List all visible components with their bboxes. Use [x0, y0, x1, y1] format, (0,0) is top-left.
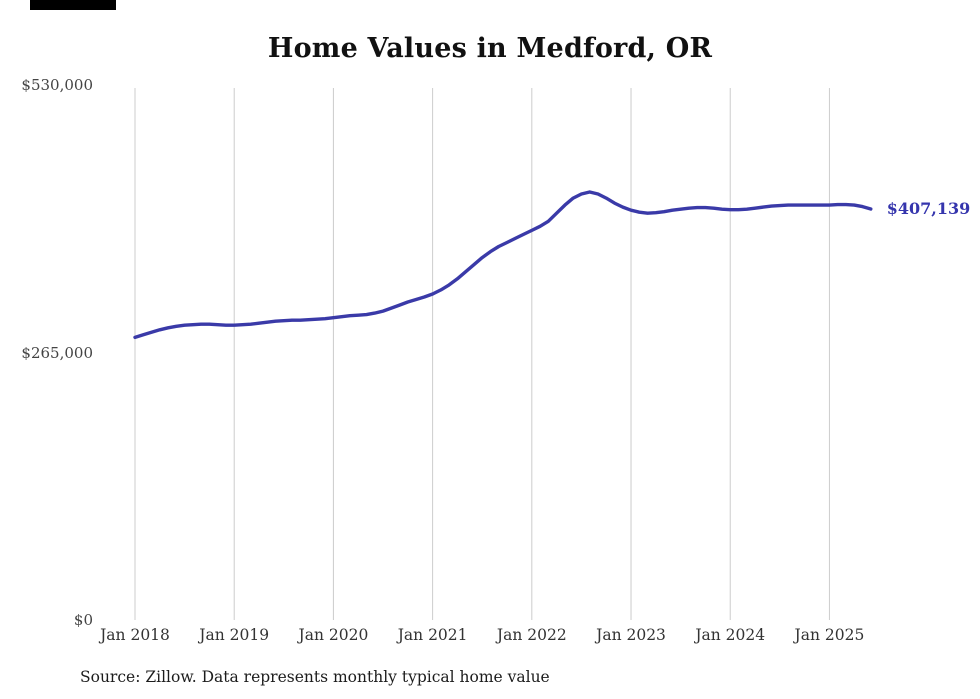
latest-value-label: $407,139: [886, 199, 971, 219]
x-axis-tick-label: Jan 2022: [496, 626, 567, 644]
home-value-series-line: [133, 190, 873, 340]
screenshot-edge-artifact: [30, 0, 116, 10]
y-axis-tick-label: $530,000: [21, 76, 93, 94]
x-axis-tick-label: Jan 2021: [397, 626, 468, 644]
source-note: Source: Zillow. Data represents monthly …: [80, 668, 550, 686]
x-axis-tick-label: Jan 2019: [199, 626, 270, 644]
x-axis-tick-label: Jan 2025: [794, 626, 865, 644]
x-axis-tick-label: Jan 2024: [695, 626, 766, 644]
y-axis-tick-label: $265,000: [21, 343, 93, 362]
chart-title: Home Values in Medford, OR: [267, 33, 713, 64]
y-axis-tick-label: $0: [73, 611, 93, 629]
x-axis-tick-label: Jan 2020: [298, 626, 369, 644]
x-axis-tick-label: Jan 2023: [596, 626, 666, 644]
x-axis-tick-label: Jan 2018: [100, 626, 170, 644]
